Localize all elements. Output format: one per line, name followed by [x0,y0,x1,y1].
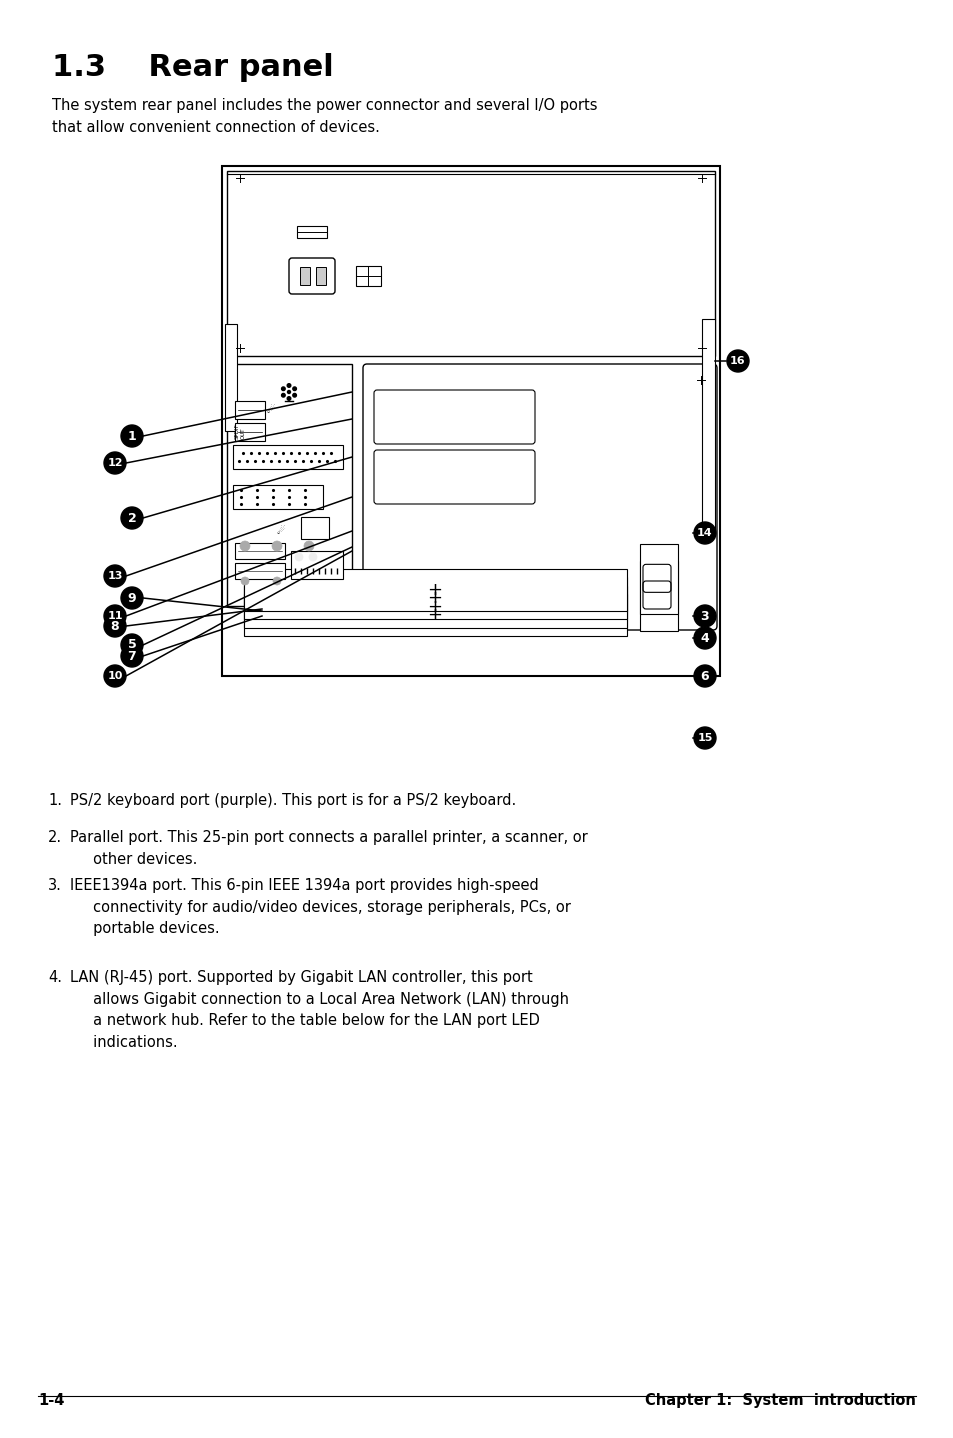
Text: 1: 1 [128,430,136,443]
Bar [234,564,285,580]
Circle shape [241,577,249,585]
Text: IEEE1394a port. This 6-pin IEEE 1394a port provides high-speed
     connectivity: IEEE1394a port. This 6-pin IEEE 1394a po… [70,879,570,936]
Circle shape [726,349,748,372]
Circle shape [294,554,303,561]
Bar [315,267,326,285]
Bar [291,551,343,580]
Text: 4.: 4. [48,971,62,985]
Text: ☄: ☄ [276,526,285,536]
Text: 13: 13 [107,571,123,581]
FancyBboxPatch shape [374,450,535,503]
Circle shape [104,664,126,687]
Text: The system rear panel includes the power connector and several I/O ports
that al: The system rear panel includes the power… [52,98,597,135]
Bar [222,165,720,676]
Text: 2.: 2. [48,830,62,846]
Bar [244,569,626,611]
Bar [355,266,380,286]
Circle shape [293,394,296,397]
Bar [301,518,329,539]
Circle shape [104,452,126,475]
Bar [234,423,265,441]
Text: Chapter 1:  System  introduction: Chapter 1: System introduction [644,1393,915,1408]
Circle shape [104,565,126,587]
Text: PS/2 keyboard port (purple). This port is for a PS/2 keyboard.: PS/2 keyboard port (purple). This port i… [70,792,516,808]
Circle shape [293,387,296,391]
Bar [234,401,265,418]
Circle shape [121,508,143,529]
Bar [233,444,343,469]
Text: 6: 6 [700,670,709,683]
Text: 15: 15 [697,733,712,743]
Text: 8: 8 [111,620,119,633]
Bar [639,545,678,614]
Circle shape [121,646,143,667]
Circle shape [104,615,126,637]
Circle shape [693,728,716,749]
Text: 9: 9 [128,591,136,604]
Circle shape [273,577,281,585]
Text: 10: 10 [107,672,123,682]
Circle shape [287,384,291,387]
Bar [234,544,285,559]
Circle shape [287,391,291,394]
Circle shape [281,394,285,397]
Circle shape [121,634,143,656]
Circle shape [693,605,716,627]
Text: +: + [427,598,442,615]
Bar [227,171,714,357]
Text: 3.: 3. [48,879,62,893]
Circle shape [693,627,716,649]
FancyBboxPatch shape [374,390,535,444]
Text: 12: 12 [107,457,123,467]
Text: 11: 11 [107,611,123,621]
Text: 7: 7 [128,650,136,663]
Circle shape [693,664,716,687]
Text: LAN (RJ-45) port. Supported by Gigabit LAN controller, this port
     allows Gig: LAN (RJ-45) port. Supported by Gigabit L… [70,971,568,1050]
Bar [701,319,714,533]
Circle shape [304,541,314,551]
Text: +: + [427,605,442,624]
Circle shape [309,554,316,561]
Circle shape [693,522,716,544]
Text: +: + [427,581,442,600]
Bar [244,577,626,620]
Text: OUT: OUT [241,427,246,439]
Text: 5: 5 [128,638,136,651]
Bar [296,226,327,239]
Bar [227,364,352,605]
Bar [244,585,626,627]
Text: 2: 2 [128,512,136,525]
Circle shape [240,541,250,551]
Text: 4: 4 [700,631,709,644]
Text: Parallel port. This 25-pin port connects a parallel printer, a scanner, or
     : Parallel port. This 25-pin port connects… [70,830,587,867]
FancyBboxPatch shape [363,364,717,630]
Circle shape [121,587,143,610]
Text: 14: 14 [697,528,712,538]
Circle shape [104,605,126,627]
FancyBboxPatch shape [289,257,335,293]
Text: 1.3    Rear panel: 1.3 Rear panel [52,53,334,82]
Bar [299,267,310,285]
Circle shape [272,541,282,551]
Bar [225,324,236,431]
Text: 1-4: 1-4 [38,1393,64,1408]
Bar [233,485,323,509]
Text: +: + [427,590,442,607]
Circle shape [121,426,143,447]
Bar [639,561,678,631]
Text: SPDIF: SPDIF [234,423,240,439]
Text: 1.: 1. [48,792,62,808]
Text: ☄: ☄ [266,406,275,416]
Circle shape [287,397,291,400]
Text: 3: 3 [700,610,709,623]
Circle shape [281,387,285,391]
Text: 16: 16 [729,357,745,367]
Bar [244,594,626,636]
